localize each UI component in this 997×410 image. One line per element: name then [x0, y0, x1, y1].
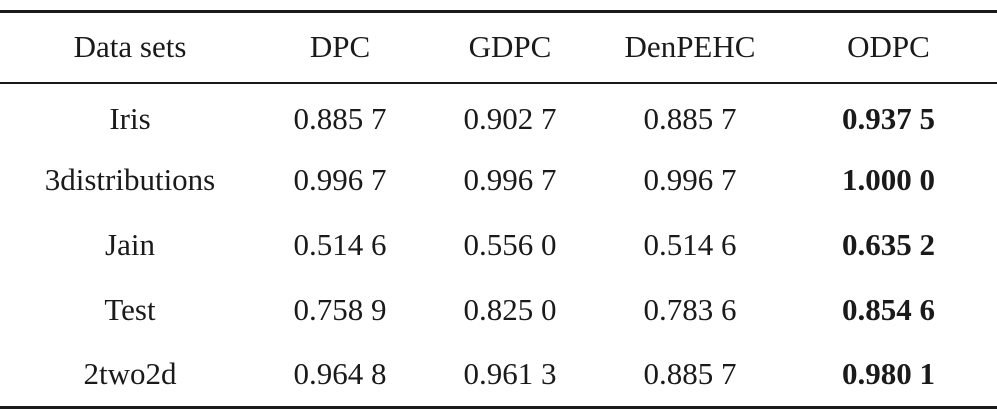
cell-denpehc: 0.783 6 [643, 292, 737, 327]
cell-denpehc: 0.885 7 [600, 342, 780, 409]
cell-gdpc: 0.996 7 [463, 162, 557, 197]
cell-dataset: Jain [105, 227, 155, 262]
table-row: Jain 0.514 6 0.556 0 0.514 6 0.635 2 [0, 213, 997, 278]
table-row: Test 0.758 9 0.825 0 0.783 6 0.854 6 [0, 278, 997, 343]
cell-dataset: Iris [109, 100, 151, 136]
cell-denpehc: 0.885 7 [643, 100, 737, 136]
cell-gdpc: 0.556 0 [463, 227, 557, 262]
cell-odpc-best: 1.000 0 [842, 162, 935, 197]
cell-gdpc: 0.961 3 [420, 342, 600, 409]
cell-gdpc: 0.902 7 [463, 100, 557, 136]
cell-denpehc: 0.996 7 [643, 162, 737, 197]
cell-odpc-best: 0.980 1 [780, 342, 997, 409]
header-dpc: DPC [260, 10, 420, 84]
cell-dpc: 0.514 6 [293, 227, 387, 262]
table-row: Iris 0.885 7 0.902 7 0.885 7 0.937 5 [0, 83, 997, 148]
header-denpehc: DenPEHC [600, 10, 780, 84]
cell-odpc-best: 0.635 2 [842, 227, 935, 262]
table-body: Iris 0.885 7 0.902 7 0.885 7 0.937 5 3di… [0, 83, 997, 409]
cell-dataset: 3distributions [44, 162, 216, 197]
header-odpc: ODPC [780, 10, 997, 84]
cell-odpc-best: 0.937 5 [842, 100, 935, 136]
cell-dpc: 0.758 9 [293, 292, 387, 327]
cell-denpehc: 0.514 6 [643, 227, 737, 262]
cell-odpc-best: 0.854 6 [842, 292, 935, 327]
table-row: 2two2d 0.964 8 0.961 3 0.885 7 0.980 1 [0, 342, 997, 409]
header-gdpc: GDPC [420, 10, 600, 84]
results-table: Data sets DPC GDPC DenPEHC ODPC Iris 0.8… [0, 10, 997, 409]
cell-dpc: 0.885 7 [293, 100, 387, 136]
table-row: 3distributions 0.996 7 0.996 7 0.996 7 1… [0, 148, 997, 213]
table-header: Data sets DPC GDPC DenPEHC ODPC [0, 10, 997, 84]
cell-dataset: 2two2d [0, 342, 260, 409]
header-data-sets: Data sets [0, 10, 260, 84]
cell-gdpc: 0.825 0 [463, 292, 557, 327]
cell-dpc: 0.996 7 [293, 162, 387, 197]
header-row: Data sets DPC GDPC DenPEHC ODPC [0, 10, 997, 84]
cell-dataset: Test [104, 292, 156, 327]
cell-dpc: 0.964 8 [260, 342, 420, 409]
